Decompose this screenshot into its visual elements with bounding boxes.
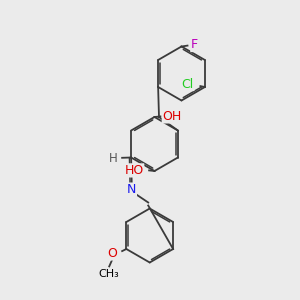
Text: OH: OH <box>162 110 182 123</box>
Text: F: F <box>191 38 198 52</box>
Text: H: H <box>109 152 118 165</box>
Text: HO: HO <box>124 164 144 177</box>
Text: O: O <box>108 247 118 260</box>
Text: CH₃: CH₃ <box>99 268 120 279</box>
Text: N: N <box>127 183 136 196</box>
Text: Cl: Cl <box>182 77 194 91</box>
